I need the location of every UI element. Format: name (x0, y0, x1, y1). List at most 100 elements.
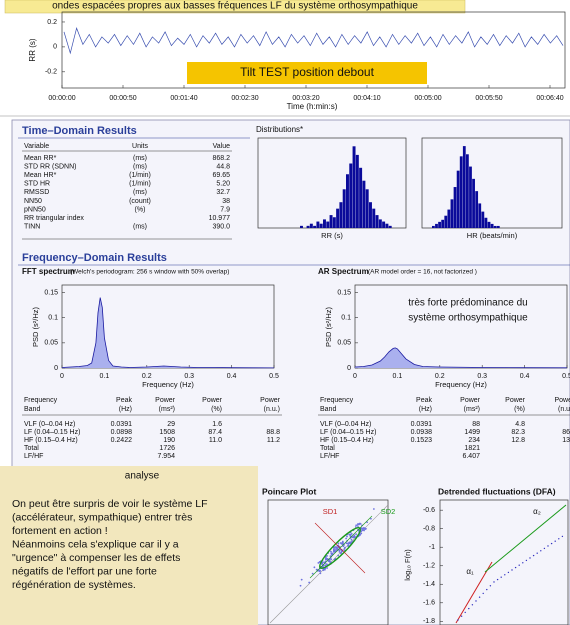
poincare-dot (349, 541, 352, 544)
dfa-dot (504, 574, 506, 576)
histogram-bar (493, 225, 497, 228)
poincare-dot (355, 524, 358, 527)
table-cell: 1499 (464, 429, 480, 436)
table-header: Band (24, 406, 40, 413)
table-cell: Total (24, 445, 39, 452)
sd2-axis (309, 515, 373, 579)
histogram-bar (313, 225, 317, 228)
table-cell: 0.1523 (411, 437, 433, 444)
x-tick-label: 0.2 (435, 373, 445, 380)
x-axis-label: Time (h:min:s) (287, 102, 338, 111)
histogram-bar (444, 215, 448, 228)
table-cell: VLF (0–0.04 Hz) (320, 421, 371, 428)
dfa-dot (457, 619, 459, 621)
dfa-dot (511, 569, 513, 571)
dfa-dot (493, 581, 495, 583)
poincare-dot (355, 533, 357, 536)
table-header: (%) (211, 406, 222, 413)
dfa-dot (561, 535, 564, 538)
table-cell: 7.954 (157, 453, 175, 460)
histogram-bar (349, 163, 353, 228)
histogram-bar (441, 219, 445, 228)
histogram-bar (388, 225, 392, 228)
poincare-dot (299, 584, 302, 587)
histogram-bar (306, 225, 310, 228)
poincare-dot (317, 562, 320, 564)
histogram-bar (316, 221, 320, 228)
histogram-bar (355, 154, 359, 228)
table-cell: (ms) (133, 155, 147, 162)
spectrum-subtitle: (AR model order = 16, not factorized ) (368, 269, 477, 276)
y-tick-label: -0.8 (423, 526, 435, 533)
section-title: Time–Domain Results (22, 125, 137, 137)
poincare-dot (334, 548, 337, 550)
y-tick-label: -1.6 (423, 600, 435, 607)
histogram-bar (309, 223, 313, 228)
poincare-dot (372, 508, 375, 510)
spectrum-line (61, 297, 275, 369)
poincare-dot (343, 547, 346, 550)
x-tick-label: 0 (60, 373, 64, 380)
histogram-bar (450, 199, 454, 228)
table-header: Power (260, 397, 281, 404)
table-cell: 86. (562, 429, 570, 436)
analyse-line: On peut être surpris de voir le système … (12, 498, 208, 510)
x-tick-label: 0.5 (269, 373, 279, 380)
y-tick-label: 0.15 (337, 289, 351, 296)
table-header: (ms²) (464, 406, 480, 413)
analyse-title: analyse (125, 471, 160, 482)
poincare-dot (311, 572, 314, 575)
table-cell: (%) (135, 206, 146, 213)
x-tick-label: 00:00:50 (109, 95, 136, 102)
table-header: (%) (514, 406, 525, 413)
poincare-dot (356, 524, 359, 526)
x-tick-label: 00:04:10 (353, 95, 380, 102)
table-cell: LF/HF (320, 453, 339, 460)
histogram-bar (438, 221, 441, 228)
poincare-dot (300, 578, 303, 581)
dfa-dot (522, 562, 524, 564)
table-cell: 190 (163, 437, 175, 444)
x-tick-label: 0.5 (562, 373, 570, 380)
poincare-dot (319, 572, 322, 575)
table-cell: 69.65 (212, 172, 230, 179)
poincare-dot (361, 529, 364, 532)
table-cell: 11.0 (209, 437, 222, 444)
table-cell: 88.8 (266, 429, 280, 436)
table-header: Peak (116, 397, 132, 404)
poincare-dot (346, 535, 348, 538)
analyse-line: fortement en action ! (12, 525, 108, 537)
table-header: (ms²) (159, 406, 175, 413)
poincare-dot (338, 549, 341, 552)
table-cell: RR triangular index (24, 215, 84, 222)
table-header: Frequency (24, 397, 58, 404)
y-tick-label: 0.05 (44, 340, 58, 347)
table-cell: HF (0.15–0.4 Hz) (24, 437, 78, 444)
table-cell: STD HR (24, 181, 50, 188)
table-header: Band (320, 406, 336, 413)
table-cell: 32.7 (216, 189, 230, 196)
poincare-dot (339, 542, 342, 544)
histogram-bar (382, 221, 386, 228)
x-tick-label: 00:06:40 (536, 95, 563, 102)
top-banner (4, 0, 466, 14)
alpha2-fit (484, 504, 567, 573)
analyse-line: (accélérateur, sympathique) entrer très (12, 511, 192, 523)
y-tick-label: -1.8 (423, 618, 435, 625)
table-cell: 868.2 (212, 155, 230, 162)
poincare-dot (360, 528, 363, 530)
histogram-bar (459, 156, 463, 228)
y-tick-label: 0.2 (47, 19, 57, 26)
poincare-dot (318, 570, 321, 573)
table-cell: (count) (129, 198, 151, 205)
dfa-dot (500, 576, 502, 578)
table-header: Variable (24, 143, 49, 150)
histogram-bar (359, 167, 363, 228)
histogram-bar (329, 215, 333, 228)
poincare-dot (364, 528, 366, 531)
histogram-bar (456, 170, 460, 228)
table-header: Units (132, 143, 148, 150)
poincare-axes (267, 499, 389, 625)
histogram-bar (469, 166, 472, 228)
distributions-title: Distributions* (256, 125, 303, 134)
